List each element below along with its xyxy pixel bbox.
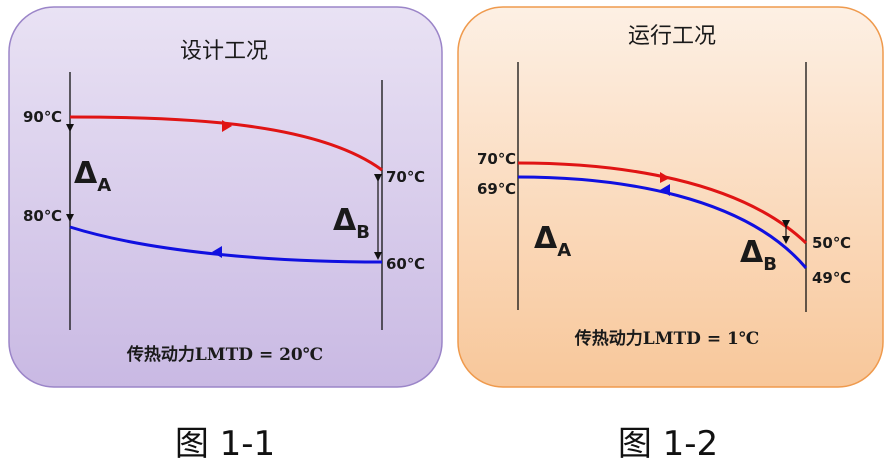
hot-stream-arrow <box>660 172 670 183</box>
delta-a-label: ΔA <box>534 221 571 261</box>
hot-outlet-temp: 70℃ <box>386 168 425 186</box>
cold-stream-line <box>69 225 383 264</box>
panel-operating-condition <box>457 6 884 388</box>
cold-stream-arrow <box>212 246 222 258</box>
figure-caption-1: 图 1-1 <box>175 424 275 464</box>
hot-stream-line <box>69 115 383 172</box>
delta-b-label: ΔB <box>333 203 370 243</box>
hot-outlet-temp: 50℃ <box>812 234 851 252</box>
lmtd-text: 传热动力LMTD = 20℃ <box>126 344 323 365</box>
figure-caption-2: 图 1-2 <box>618 424 718 464</box>
hot-stream-line <box>517 161 808 245</box>
hot-inlet-temp: 90℃ <box>23 108 62 126</box>
panel-title: 设计工况 <box>180 39 268 64</box>
figure-1-2: 运行工况 70℃ 69℃ 50℃ 49℃ ΔA ΔB 传热动力LMTD = 1℃ <box>457 6 884 388</box>
figure-1-1: 设计工况 90℃ 80℃ 70℃ 60℃ ΔA ΔB 传热动力LMTD = 20… <box>8 6 443 388</box>
cold-inlet-temp: 49℃ <box>812 269 851 287</box>
cold-outlet-temp: 69℃ <box>477 180 516 198</box>
cold-stream-arrow <box>660 184 670 196</box>
cold-inlet-temp: 60℃ <box>386 255 425 273</box>
hot-stream-arrow <box>222 120 232 132</box>
panel-title: 运行工况 <box>628 24 716 49</box>
panel-design-condition <box>8 6 443 388</box>
cold-outlet-temp: 80℃ <box>23 207 62 225</box>
lmtd-text: 传热动力LMTD = 1℃ <box>574 328 759 349</box>
hot-inlet-temp: 70℃ <box>477 150 516 168</box>
cold-stream-line <box>517 175 808 269</box>
delta-a-label: ΔA <box>74 156 111 196</box>
delta-b-label: ΔB <box>740 235 777 275</box>
